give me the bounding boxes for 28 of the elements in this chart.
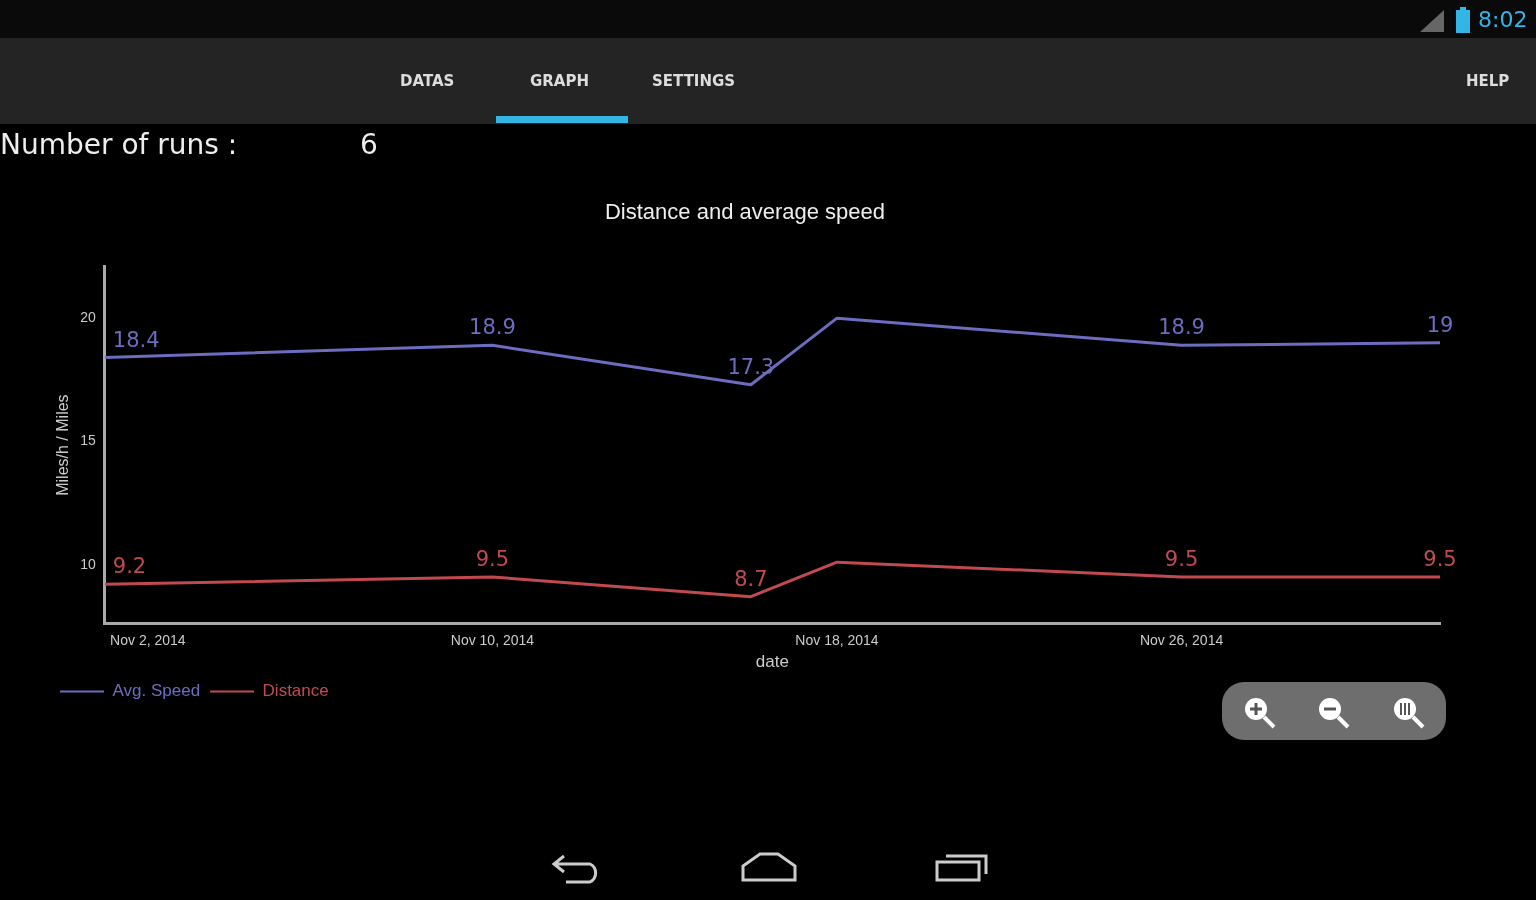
y-tick-label: 10	[80, 555, 96, 572]
data-label: 9.2	[112, 554, 147, 579]
y-axis-title: Miles/h / Miles	[54, 394, 72, 496]
data-label: 9.5	[1164, 546, 1199, 571]
legend-label: Distance	[262, 681, 329, 701]
data-label: 9.5	[475, 546, 510, 571]
text: DATAS	[400, 72, 455, 90]
text: 6	[360, 128, 378, 161]
y-tick-label: 15	[80, 432, 96, 449]
data-label: 9.5	[1423, 546, 1457, 571]
data-label: 8.7	[734, 566, 768, 591]
data-label: 19	[1426, 312, 1454, 337]
x-tick-label: Nov 18, 2014	[795, 632, 879, 649]
y-tick-label: 20	[80, 309, 96, 326]
chart-title: Distance and average speed	[604, 199, 886, 225]
x-axis-title: date	[755, 652, 789, 672]
legend-label: Avg. Speed	[112, 681, 201, 701]
text: GRAPH	[530, 72, 590, 90]
data-label: 18.9	[469, 315, 516, 340]
data-label: 18.9	[1158, 315, 1205, 340]
x-tick-label: Nov 2, 2014	[110, 632, 186, 649]
x-tick-label: Nov 26, 2014	[1139, 632, 1224, 649]
x-tick-label: Nov 10, 2014	[450, 632, 535, 649]
text: 8:02	[1478, 7, 1528, 32]
text: HELP	[1466, 72, 1510, 90]
text: SETTINGS	[652, 72, 736, 90]
text: Number of runs :	[0, 128, 238, 161]
data-label: 18.4	[112, 327, 160, 352]
